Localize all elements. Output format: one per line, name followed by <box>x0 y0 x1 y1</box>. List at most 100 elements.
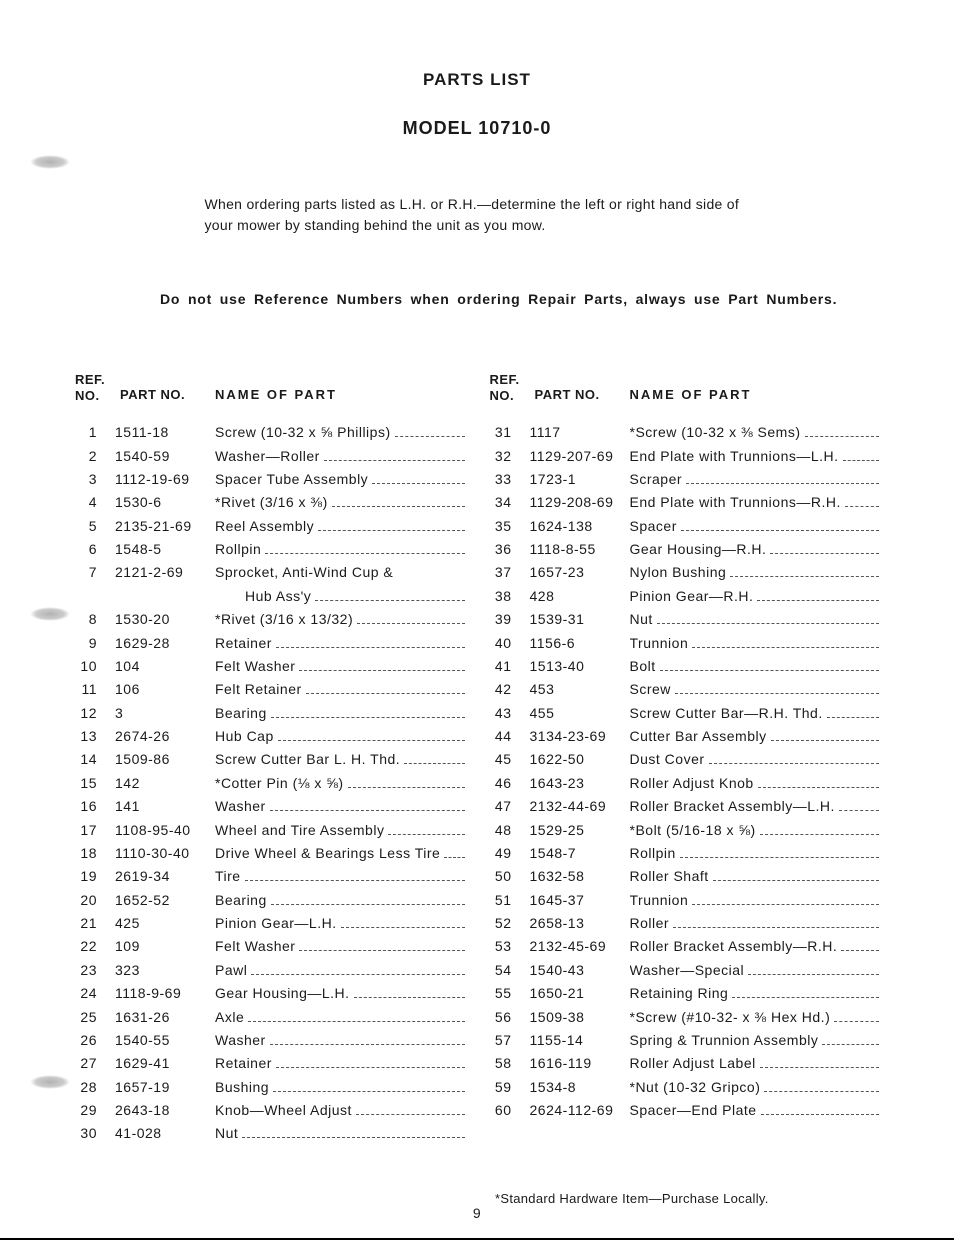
leader-dots <box>834 1021 879 1022</box>
ref-no: 46 <box>490 772 530 795</box>
part-name: Spring & Trunnion Assembly <box>630 1029 819 1052</box>
ref-no: 25 <box>75 1006 115 1029</box>
leader-dots <box>299 670 464 671</box>
part-name-cell: Washer <box>215 795 465 818</box>
ref-no: 53 <box>490 935 530 958</box>
table-row: 38428Pinion Gear—R.H. <box>490 585 880 608</box>
ref-no: 28 <box>75 1076 115 1099</box>
part-no: 425 <box>115 912 215 935</box>
part-name-cell: Sprocket, Anti-Wind Cup & <box>215 561 465 584</box>
part-name-cell: Screw (10-32 x ⅝ Phillips) <box>215 421 465 444</box>
table-row: 21425Pinion Gear—L.H. <box>75 912 465 935</box>
part-name: Rollpin <box>630 842 676 865</box>
table-row: 271629-41Retainer <box>75 1052 465 1075</box>
part-name-cell: *Screw (#10-32- x ⅜ Hex Hd.) <box>630 1006 880 1029</box>
part-name-cell: Scraper <box>630 468 880 491</box>
leader-dots <box>332 506 465 507</box>
ref-no: 56 <box>490 1006 530 1029</box>
header-name: NAME OF PART <box>215 372 465 403</box>
part-no: 428 <box>530 585 630 608</box>
part-name-cell: Pawl <box>215 959 465 982</box>
part-name: Hub Cap <box>215 725 274 748</box>
part-name: *Cotter Pin (⅛ x ⅝) <box>215 772 344 795</box>
ref-no: 18 <box>75 842 115 865</box>
leader-dots <box>709 763 879 764</box>
table-row: 132674-26Hub Cap <box>75 725 465 748</box>
ref-no: 29 <box>75 1099 115 1122</box>
part-no: 106 <box>115 678 215 701</box>
table-row: 541540-43Washer—Special <box>490 959 880 982</box>
leader-dots <box>827 717 879 718</box>
column-header: REF.NO. PART NO. NAME OF PART <box>75 372 465 403</box>
leader-dots <box>771 740 879 741</box>
part-name: Nylon Bushing <box>630 561 727 584</box>
part-name-cell: Roller Bracket Assembly—L.H. <box>630 795 880 818</box>
table-row: 581616-119Roller Adjust Label <box>490 1052 880 1075</box>
part-name: *Nut (10-32 Gripco) <box>630 1076 761 1099</box>
table-row: 201652-52Bearing <box>75 889 465 912</box>
part-name-cell: Bearing <box>215 702 465 725</box>
table-row: 351624-138Spacer <box>490 515 880 538</box>
ref-no: 42 <box>490 678 530 701</box>
leader-dots <box>273 1091 464 1092</box>
intro-text: When ordering parts listed as L.H. or R.… <box>205 194 750 236</box>
ref-no: 2 <box>75 445 115 468</box>
leader-dots <box>348 787 465 788</box>
part-name-cell: Gear Housing—L.H. <box>215 982 465 1005</box>
leader-dots <box>278 740 465 741</box>
leader-dots <box>686 483 879 484</box>
part-no: 1629-28 <box>115 632 215 655</box>
ref-no: 50 <box>490 865 530 888</box>
part-no: 1118-8-55 <box>530 538 630 561</box>
part-name: Roller <box>630 912 670 935</box>
part-no: 142 <box>115 772 215 795</box>
part-name: Gear Housing—R.H. <box>630 538 767 561</box>
leader-dots <box>356 1114 465 1115</box>
part-name: Sprocket, Anti-Wind Cup & <box>215 561 393 584</box>
table-row: 21540-59Washer—Roller <box>75 445 465 468</box>
part-name: Spacer Tube Assembly <box>215 468 368 491</box>
ref-no: 15 <box>75 772 115 795</box>
ref-no: 47 <box>490 795 530 818</box>
part-no: 1540-59 <box>115 445 215 468</box>
part-no: 1540-55 <box>115 1029 215 1052</box>
part-name-cell: Roller Bracket Assembly—R.H. <box>630 935 880 958</box>
part-no: 1118-9-69 <box>115 982 215 1005</box>
part-no: 1723-1 <box>530 468 630 491</box>
header-part: PART NO. <box>120 372 215 403</box>
table-row: 481529-25*Bolt (5/16-18 x ⅝) <box>490 819 880 842</box>
header-part: PART NO. <box>535 372 630 403</box>
part-no: 1509-38 <box>530 1006 630 1029</box>
part-name-cell: Trunnion <box>630 889 880 912</box>
leader-dots <box>276 1067 465 1068</box>
part-name-cell: Trunnion <box>630 632 880 655</box>
part-name: Knob—Wheel Adjust <box>215 1099 352 1122</box>
parts-columns: REF.NO. PART NO. NAME OF PART 11511-18Sc… <box>75 372 879 1146</box>
part-name-cell: Dust Cover <box>630 748 880 771</box>
ref-no: 26 <box>75 1029 115 1052</box>
part-name: Bushing <box>215 1076 269 1099</box>
part-name-cell: Hub Ass'y <box>215 585 465 608</box>
part-name: Pinion Gear—L.H. <box>215 912 337 935</box>
part-no: 1643-23 <box>530 772 630 795</box>
ref-no: 8 <box>75 608 115 631</box>
ref-no: 21 <box>75 912 115 935</box>
table-row: 311117*Screw (10-32 x ⅜ Sems) <box>490 421 880 444</box>
part-no: 1622-50 <box>530 748 630 771</box>
leader-dots <box>315 600 464 601</box>
leader-dots <box>692 904 879 905</box>
part-name: Bearing <box>215 702 267 725</box>
part-no: 1548-7 <box>530 842 630 865</box>
part-name-cell: Felt Washer <box>215 655 465 678</box>
part-no: 1129-207-69 <box>530 445 630 468</box>
part-no: 453 <box>530 678 630 701</box>
right-column: REF.NO. PART NO. NAME OF PART 311117*Scr… <box>490 372 880 1146</box>
part-name-cell: Drive Wheel & Bearings Less Tire <box>215 842 465 865</box>
table-row: 241118-9-69Gear Housing—L.H. <box>75 982 465 1005</box>
part-no: 1645-37 <box>530 889 630 912</box>
part-name-cont: Hub Ass'y <box>215 585 311 608</box>
part-no: 1629-41 <box>115 1052 215 1075</box>
ref-no: 22 <box>75 935 115 958</box>
part-name: Washer <box>215 1029 266 1052</box>
leader-dots <box>748 974 879 975</box>
